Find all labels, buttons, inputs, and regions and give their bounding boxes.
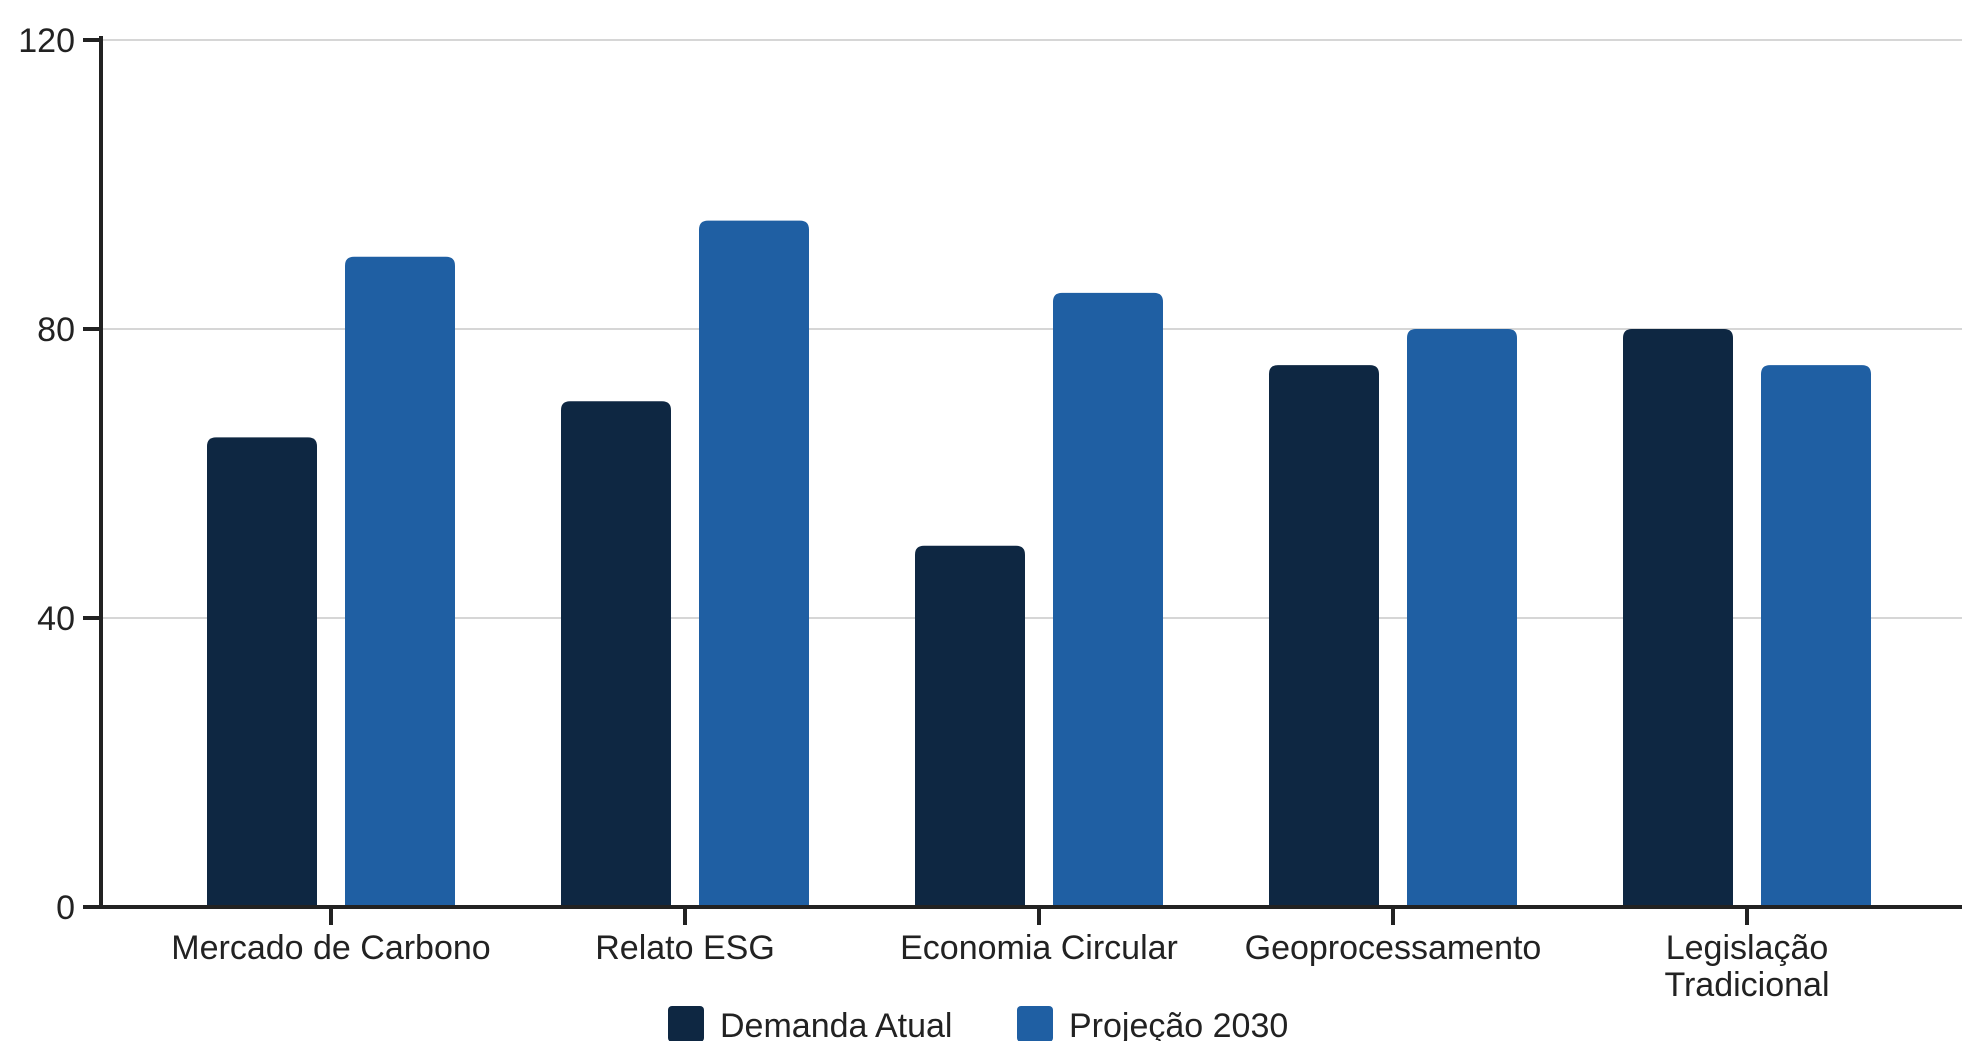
bar-projecao-2030-0 bbox=[345, 256, 455, 907]
legend-label-demanda-atual: Demanda Atual bbox=[720, 1007, 953, 1041]
axes bbox=[83, 36, 1962, 925]
bar-projecao-2030-1 bbox=[699, 220, 809, 907]
bar-projecao-2030-3 bbox=[1407, 329, 1517, 907]
tick-labels: 0 40 80 120 Mercado de Carbono Relato ESG Econ… bbox=[18, 22, 1829, 1004]
x-tick-label-4: Legislação Tradicional bbox=[1664, 929, 1829, 1004]
y-tick-label-40: 40 bbox=[37, 600, 75, 638]
bars bbox=[207, 220, 1871, 907]
legend-label-projecao-2030: Projeção 2030 bbox=[1069, 1007, 1288, 1041]
y-tick-label-0: 0 bbox=[56, 889, 75, 927]
x-tick-label-1: Relato ESG bbox=[595, 929, 775, 967]
bar-projecao-2030-2 bbox=[1053, 292, 1163, 907]
legend-swatch-projecao-2030 bbox=[1017, 1006, 1053, 1041]
bar-projecao-2030-4 bbox=[1761, 365, 1871, 907]
y-tick-label-80: 80 bbox=[37, 311, 75, 349]
x-tick-label-0: Mercado de Carbono bbox=[171, 929, 490, 967]
x-tick-label-3: Geoprocessamento bbox=[1245, 929, 1542, 967]
y-tick-label-120: 120 bbox=[18, 22, 75, 60]
bar-demanda-atual-2 bbox=[915, 545, 1025, 907]
bar-demanda-atual-1 bbox=[561, 401, 671, 907]
legend: Demanda Atual Projeção 2030 bbox=[668, 1006, 1288, 1041]
bar-demanda-atual-3 bbox=[1269, 365, 1379, 907]
bar-demanda-atual-0 bbox=[207, 437, 317, 907]
bar-demanda-atual-4 bbox=[1623, 329, 1733, 907]
x-tick-label-2: Economia Circular bbox=[900, 929, 1178, 967]
legend-swatch-demanda-atual bbox=[668, 1006, 704, 1041]
